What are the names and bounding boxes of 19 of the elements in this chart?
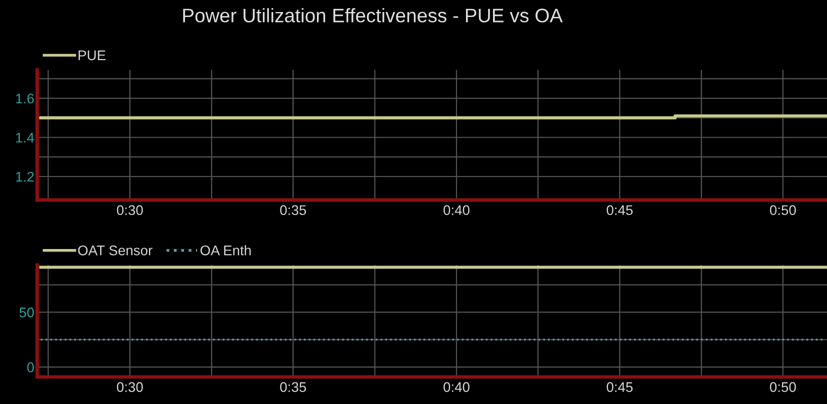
- x-tick-label: 0:45: [606, 382, 633, 392]
- x-tick-label: 0:50: [770, 382, 796, 392]
- legend-label: PUE: [78, 50, 106, 60]
- x-tick-label: 0:50: [770, 205, 796, 216]
- x-tick-label: 0:35: [280, 382, 306, 392]
- legend-label: OA Enth: [200, 245, 251, 256]
- x-tick-label: 0:35: [280, 205, 306, 216]
- legend-label: OAT Sensor: [78, 246, 152, 256]
- y-tick-label: 50: [20, 308, 34, 318]
- y-tick-label: 0: [27, 362, 34, 372]
- x-tick-label: 0:30: [116, 205, 143, 216]
- y-tick-label: 1.2: [16, 172, 34, 182]
- chart-title: Power Utilization Effectiveness - PUE vs OA: [183, 8, 563, 22]
- x-tick-label: 0:45: [606, 205, 633, 216]
- x-tick-label: 0:40: [444, 382, 470, 392]
- y-tick-label: 1.6: [16, 94, 34, 104]
- x-tick-label: 0:40: [444, 205, 470, 216]
- x-tick-label: 0:30: [116, 382, 143, 392]
- y-tick-label: 1.4: [16, 132, 34, 142]
